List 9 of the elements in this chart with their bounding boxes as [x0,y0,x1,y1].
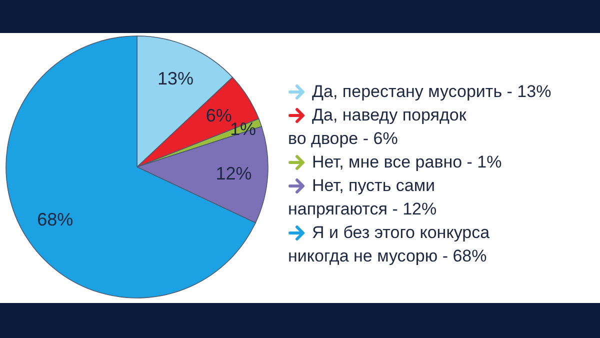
data-label: 68% [37,209,74,230]
legend-label: Я и без этого конкурса никогда не мусорю - 68% [288,223,490,266]
data-label: 13% [157,68,194,88]
legend-label: Нет, пусть сами напрягаются - 12% [288,176,437,218]
legend-label: Да, наведу порядок во дворе - 6% [288,106,467,148]
data-label: 12% [216,163,252,184]
data-label: 6% [206,105,232,126]
legend-label: Да, перестану мусорить - 13% [312,82,552,101]
legend-label: Нет, мне все равно - 1% [312,152,502,172]
